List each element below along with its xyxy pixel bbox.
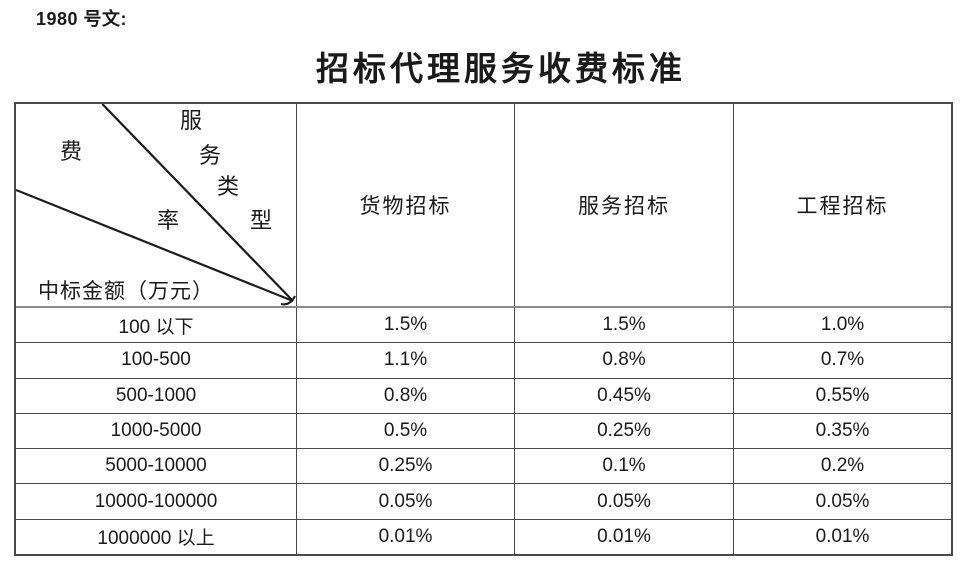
table-row: 5000-10000 0.25% 0.1% 0.2% xyxy=(16,449,951,485)
goods-rate-cell: 1.1% xyxy=(297,343,515,378)
amount-range-cell: 5000-10000 xyxy=(16,449,297,484)
service-rate-cell: 0.45% xyxy=(515,378,734,413)
service-rate-cell: 0.1% xyxy=(515,449,734,484)
amount-range-cell: 1000-5000 xyxy=(16,413,297,449)
amount-range-cell: 500-1000 xyxy=(16,378,297,413)
table-row: 1000-5000 0.5% 0.25% 0.35% xyxy=(16,413,951,450)
engineering-rate-cell: 0.2% xyxy=(820,455,865,477)
column-header-engineering-bidding: 工程招标 xyxy=(796,194,889,218)
column-header-goods-bidding: 货物招标 xyxy=(297,104,515,306)
table-row: 500-1000 0.8% 0.45% 0.55% xyxy=(16,378,951,414)
service-rate-cell: 0.8% xyxy=(515,343,734,378)
corner-char-service-type-2: 务 xyxy=(199,143,222,168)
service-rate-cell: 1.5% xyxy=(515,308,734,343)
corner-char-service-type-1: 服 xyxy=(180,108,203,133)
amount-range-cell: 100-500 xyxy=(16,343,297,378)
table-header-row: 费 率 服 务 类 型 中标金额（万元） 货物招标 服务招标 工程招标 xyxy=(16,104,951,308)
engineering-rate-cell: 1.0% xyxy=(820,314,865,336)
goods-rate-cell: 0.8% xyxy=(297,378,515,413)
corner-char-service-type-3: 类 xyxy=(217,174,240,199)
engineering-rate-cell: 0.05% xyxy=(815,490,870,512)
table-row: 1000000 以上 0.01% 0.01% 0.01% xyxy=(16,519,951,554)
corner-char-fee: 费 xyxy=(60,139,83,164)
engineering-rate-cell: 0.7% xyxy=(820,349,865,371)
table-row: 10000-100000 0.05% 0.05% 0.05% xyxy=(16,484,951,520)
diagonal-divider-lines xyxy=(16,104,296,306)
goods-rate-cell: 0.01% xyxy=(297,519,515,554)
goods-rate-cell: 1.5% xyxy=(297,308,515,343)
amount-range-cell: 10000-100000 xyxy=(16,484,297,519)
table-row: 100-500 1.1% 0.8% 0.7% xyxy=(16,343,951,379)
goods-rate-cell: 0.05% xyxy=(297,484,515,519)
amount-range-cell: 100 以下 xyxy=(16,308,297,343)
corner-amount-label: 中标金额（万元） xyxy=(38,279,214,303)
corner-char-service-type-4: 型 xyxy=(250,208,273,233)
column-header-service-bidding: 服务招标 xyxy=(515,104,734,306)
doc-number-label: 1980 号文: xyxy=(36,9,128,29)
page-title: 招标代理服务收费标准 xyxy=(316,52,686,88)
engineering-rate-cell: 0.01% xyxy=(815,525,870,547)
engineering-rate-cell: 0.55% xyxy=(815,384,870,406)
amount-range-cell: 1000000 以上 xyxy=(16,519,297,554)
service-rate-cell: 0.01% xyxy=(515,519,734,554)
fee-standard-table: 费 率 服 务 类 型 中标金额（万元） 货物招标 服务招标 工程招标 100 … xyxy=(14,102,953,556)
goods-rate-cell: 0.25% xyxy=(297,449,515,484)
goods-rate-cell: 0.5% xyxy=(297,413,515,449)
engineering-rate-cell: 0.35% xyxy=(815,419,870,441)
corner-char-rate: 率 xyxy=(157,208,180,233)
table-corner-cell: 费 率 服 务 类 型 中标金额（万元） xyxy=(16,104,297,306)
service-rate-cell: 0.05% xyxy=(515,484,734,519)
table-row: 100 以下 1.5% 1.5% 1.0% xyxy=(16,308,951,344)
service-rate-cell: 0.25% xyxy=(515,413,734,449)
